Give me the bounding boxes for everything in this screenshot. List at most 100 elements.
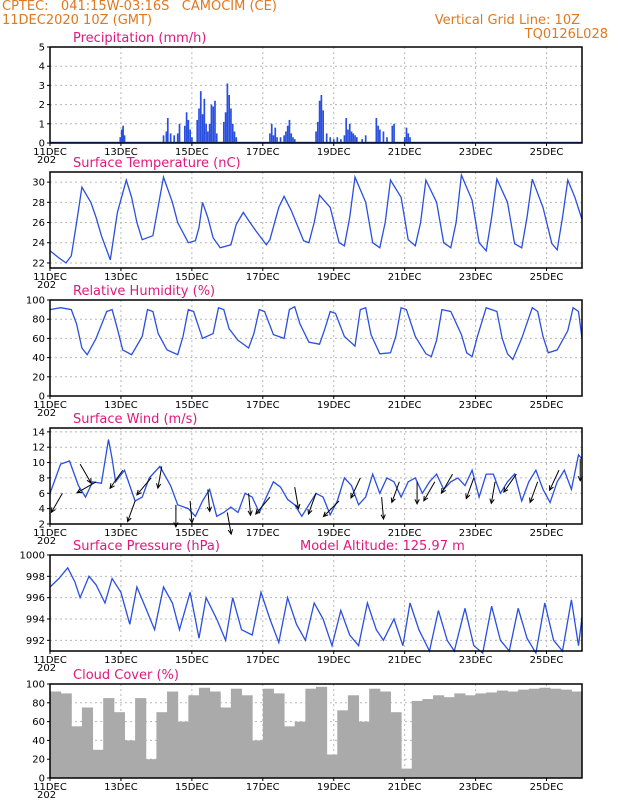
x-tick-label: 23DEC — [459, 528, 493, 539]
y-tick-label: 1 — [39, 119, 45, 130]
y-tick-label: 24 — [32, 238, 45, 249]
precip-bar — [210, 104, 213, 143]
precip-bar — [391, 125, 394, 143]
cloud-bar — [347, 695, 360, 778]
precip-bar — [205, 123, 207, 143]
panel-5 — [47, 683, 583, 781]
panel-frame — [49, 46, 583, 144]
x-tick-label: 25DEC — [530, 655, 564, 666]
precip-bar — [196, 119, 199, 143]
precip-bar — [162, 135, 165, 143]
wind-arrow — [529, 481, 539, 503]
wind-arrow — [255, 496, 271, 515]
precip-bar — [199, 91, 202, 143]
x-tick-label: 15DEC — [175, 528, 209, 539]
precip-bar — [325, 133, 328, 143]
wind-arrow — [308, 493, 317, 515]
precip-bar — [198, 108, 200, 143]
x-tick-label: 21DEC — [388, 272, 422, 283]
wind-arrow — [189, 500, 193, 523]
x-tick-label: 19DEC — [317, 528, 351, 539]
y-tick-label: 40 — [32, 736, 45, 747]
precip-bar — [119, 137, 122, 143]
wind-arrow-head — [156, 483, 162, 490]
x-tick-label: 17DEC — [246, 272, 280, 283]
y-tick-label: 10 — [32, 458, 45, 469]
precip-bar — [361, 139, 364, 143]
x-tick-label: 19DEC — [317, 147, 351, 158]
precip-bar — [382, 131, 385, 143]
x-tick-label: 11DEC — [33, 272, 67, 283]
panel-0 — [47, 46, 583, 146]
precip-bar — [224, 112, 227, 143]
cloud-bar — [252, 740, 264, 778]
wind-arrow — [109, 469, 124, 489]
x-tick-label: 23DEC — [459, 655, 493, 666]
cloud-bar — [316, 686, 328, 778]
precip-bar — [165, 131, 168, 143]
x-tick-label: 23DEC — [459, 272, 493, 283]
y-tick-label: 12 — [32, 443, 45, 454]
precip-bar — [189, 129, 191, 143]
precip-bar — [407, 133, 410, 143]
precip-bar — [290, 133, 293, 143]
x-year-label: 202 — [37, 155, 56, 166]
wind-arrow-head — [489, 498, 495, 505]
header-vertical-grid: Vertical Grid Line: 10Z — [434, 13, 580, 28]
cloud-bar — [518, 689, 530, 778]
cloud-bar — [50, 691, 62, 778]
y-tick-label: 4 — [39, 504, 45, 515]
y-tick-label: 5 — [39, 43, 45, 54]
precip-bar — [377, 125, 379, 143]
precip-bar — [274, 127, 277, 143]
x-tick-label: 15DEC — [175, 782, 209, 793]
panel-frame — [49, 299, 583, 397]
panel-2 — [47, 299, 583, 399]
wind-arrow — [350, 477, 361, 499]
wind-arrow-head — [126, 516, 132, 523]
precip-bar — [345, 118, 348, 143]
panel-title: Surface Temperature (nC) — [73, 156, 241, 171]
precip-bar — [318, 100, 321, 143]
x-tick-label: 11DEC — [33, 147, 67, 158]
x-year-label: 202 — [37, 663, 56, 674]
precip-bar — [355, 137, 358, 143]
wind-arrow-head — [255, 508, 261, 515]
y-tick-label: 22 — [32, 258, 45, 269]
wind-arrow-head — [350, 492, 356, 499]
precip-bar — [203, 98, 206, 143]
y-tick-label: 0 — [39, 774, 45, 785]
cloud-bar — [81, 707, 94, 778]
wind-arrow — [76, 481, 97, 494]
precip-bar — [316, 121, 319, 143]
y-tick-label: 992 — [26, 636, 45, 647]
x-tick-label: 13DEC — [104, 272, 138, 283]
precip-bar — [386, 137, 388, 143]
x-tick-label: 25DEC — [530, 782, 564, 793]
precip-bar — [350, 131, 353, 143]
cloud-bar — [390, 712, 402, 778]
precip-bar — [215, 133, 218, 143]
x-tick-label: 21DEC — [388, 655, 422, 666]
y-tick-label: 40 — [32, 353, 45, 364]
cloud-bar — [71, 726, 83, 778]
wind-arrow — [323, 500, 340, 517]
wind-arrow-head — [136, 489, 142, 496]
cloud-bar — [326, 754, 338, 778]
panel-1 — [47, 171, 583, 271]
x-tick-label: 17DEC — [246, 400, 280, 411]
y-tick-label: 4 — [39, 62, 45, 73]
cloud-bar — [273, 693, 285, 778]
precip-bar — [288, 119, 291, 143]
precip-bar — [340, 139, 342, 143]
precip-bar — [322, 110, 324, 143]
wind-arrow-head — [414, 499, 420, 505]
cloud-bar — [103, 698, 115, 778]
wind-arrow — [549, 470, 560, 491]
x-tick-label: 19DEC — [317, 655, 351, 666]
cloud-bar — [177, 721, 189, 778]
y-tick-label: 2 — [39, 520, 45, 531]
y-tick-label: 80 — [32, 315, 45, 326]
precip-bar — [201, 114, 204, 143]
x-tick-label: 23DEC — [459, 400, 493, 411]
